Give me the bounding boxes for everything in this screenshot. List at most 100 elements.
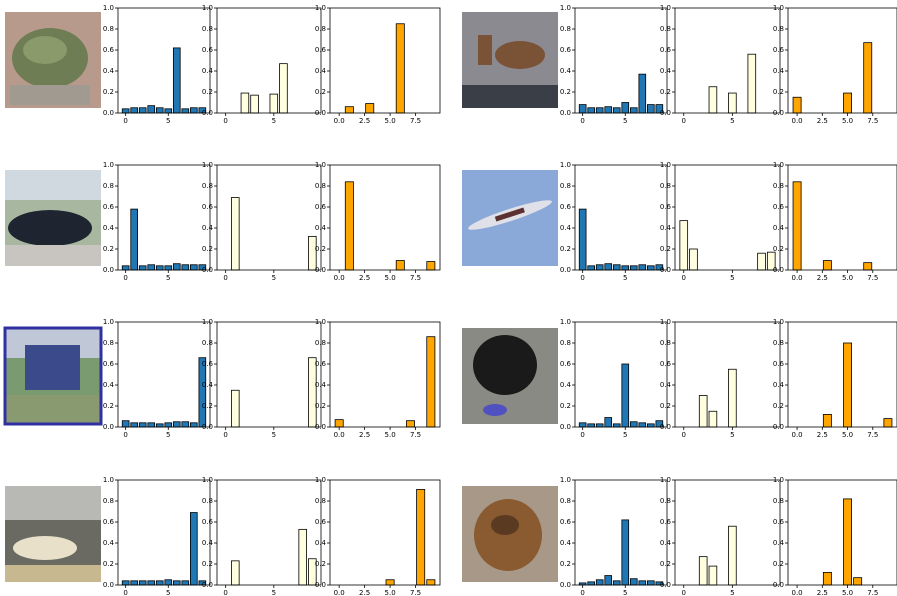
bar bbox=[173, 581, 180, 585]
bar bbox=[396, 24, 404, 113]
y-tick-label: 0.2 bbox=[202, 560, 213, 568]
y-tick-label: 0.2 bbox=[773, 245, 784, 253]
y-tick-label: 0.8 bbox=[103, 339, 114, 347]
bar bbox=[131, 209, 138, 270]
x-tick-label: 0 bbox=[580, 431, 584, 439]
y-tick-label: 1.0 bbox=[315, 318, 326, 326]
bar bbox=[579, 105, 586, 113]
y-tick-label: 0.8 bbox=[103, 497, 114, 505]
x-tick-label: 5 bbox=[623, 589, 627, 596]
y-tick-label: 1.0 bbox=[103, 161, 114, 169]
bar bbox=[156, 581, 163, 585]
y-tick-label: 0.8 bbox=[560, 497, 571, 505]
y-tick-label: 0.8 bbox=[773, 25, 784, 33]
x-tick-label: 7.5 bbox=[867, 274, 878, 282]
x-tick-label: 2.5 bbox=[359, 431, 370, 439]
axes-frame bbox=[788, 322, 897, 427]
y-tick-label: 0.6 bbox=[315, 360, 327, 368]
bar bbox=[148, 581, 155, 585]
bar bbox=[647, 581, 654, 585]
y-tick-label: 0.6 bbox=[103, 46, 115, 54]
x-tick-label: 5 bbox=[730, 589, 734, 596]
y-tick-label: 0.4 bbox=[560, 67, 572, 75]
y-tick-label: 0.0 bbox=[103, 423, 114, 431]
bar bbox=[417, 489, 425, 585]
bar bbox=[613, 424, 620, 427]
x-tick-label: 2.5 bbox=[817, 274, 828, 282]
bar bbox=[199, 358, 206, 427]
bar bbox=[427, 262, 435, 270]
x-tick-label: 2.5 bbox=[359, 117, 370, 125]
y-tick-label: 0.2 bbox=[560, 402, 571, 410]
bar bbox=[427, 580, 435, 585]
bar bbox=[647, 266, 654, 270]
x-tick-label: 2.5 bbox=[817, 431, 828, 439]
bar bbox=[613, 265, 620, 270]
y-tick-label: 1.0 bbox=[103, 4, 114, 12]
bar-chart: 0.00.20.40.60.81.005 bbox=[202, 4, 321, 125]
bar-chart: 0.00.20.40.60.81.00.02.55.07.5 bbox=[315, 318, 440, 439]
x-tick-label: 5 bbox=[730, 274, 734, 282]
bar bbox=[680, 221, 688, 270]
y-tick-label: 0.2 bbox=[315, 245, 326, 253]
y-tick-label: 0.2 bbox=[315, 402, 326, 410]
x-tick-label: 0 bbox=[682, 589, 686, 596]
y-tick-label: 0.8 bbox=[660, 25, 671, 33]
bar bbox=[647, 424, 654, 427]
bar bbox=[823, 414, 831, 427]
bar bbox=[630, 266, 637, 270]
axes-frame bbox=[575, 480, 667, 585]
photo-frog bbox=[5, 12, 101, 108]
bar bbox=[622, 266, 629, 270]
y-tick-label: 0.4 bbox=[202, 224, 214, 232]
y-tick-label: 0.4 bbox=[202, 539, 214, 547]
y-tick-label: 1.0 bbox=[560, 318, 571, 326]
y-tick-label: 0.8 bbox=[660, 339, 671, 347]
y-tick-label: 0.2 bbox=[315, 560, 326, 568]
y-tick-label: 0.8 bbox=[315, 25, 326, 33]
bar bbox=[190, 423, 197, 427]
bar bbox=[182, 265, 189, 270]
bar bbox=[251, 95, 259, 113]
bar bbox=[748, 54, 756, 113]
x-tick-label: 5 bbox=[272, 589, 276, 596]
bar-chart: 0.00.20.40.60.81.005 bbox=[103, 318, 210, 439]
bar bbox=[844, 499, 852, 585]
bar bbox=[605, 264, 612, 270]
y-tick-label: 0.2 bbox=[202, 245, 213, 253]
bar bbox=[156, 108, 163, 113]
bar-chart: 0.00.20.40.60.81.00.02.55.07.5 bbox=[315, 161, 440, 282]
y-tick-label: 0.4 bbox=[560, 224, 572, 232]
bar bbox=[396, 261, 404, 270]
x-tick-label: 5 bbox=[730, 117, 734, 125]
y-tick-label: 0.0 bbox=[560, 581, 571, 589]
bar bbox=[613, 108, 620, 113]
photo-car bbox=[5, 170, 101, 266]
bar bbox=[182, 109, 189, 113]
x-tick-label: 5.0 bbox=[385, 117, 396, 125]
y-tick-label: 0.0 bbox=[560, 109, 571, 117]
y-tick-label: 0.4 bbox=[103, 224, 115, 232]
y-tick-label: 0.6 bbox=[660, 46, 672, 54]
y-tick-label: 0.0 bbox=[103, 581, 114, 589]
bar bbox=[122, 421, 129, 427]
x-tick-label: 5.0 bbox=[842, 117, 853, 125]
bar-chart: 0.00.20.40.60.81.005 bbox=[660, 161, 780, 282]
bar bbox=[854, 578, 862, 585]
bar-chart: 0.00.20.40.60.81.005 bbox=[660, 318, 780, 439]
bar bbox=[639, 581, 646, 585]
bar bbox=[156, 266, 163, 270]
axes-frame bbox=[788, 480, 897, 585]
bar bbox=[190, 108, 197, 113]
bar-chart: 0.00.20.40.60.81.00.02.55.07.5 bbox=[773, 318, 897, 439]
y-tick-label: 0.4 bbox=[103, 539, 115, 547]
y-tick-label: 1.0 bbox=[560, 4, 571, 12]
x-tick-label: 0 bbox=[580, 589, 584, 596]
y-tick-label: 0.8 bbox=[315, 339, 326, 347]
bar bbox=[793, 182, 801, 270]
bar bbox=[699, 557, 707, 585]
y-tick-label: 1.0 bbox=[773, 4, 784, 12]
y-tick-label: 0.2 bbox=[560, 560, 571, 568]
y-tick-label: 1.0 bbox=[560, 476, 571, 484]
